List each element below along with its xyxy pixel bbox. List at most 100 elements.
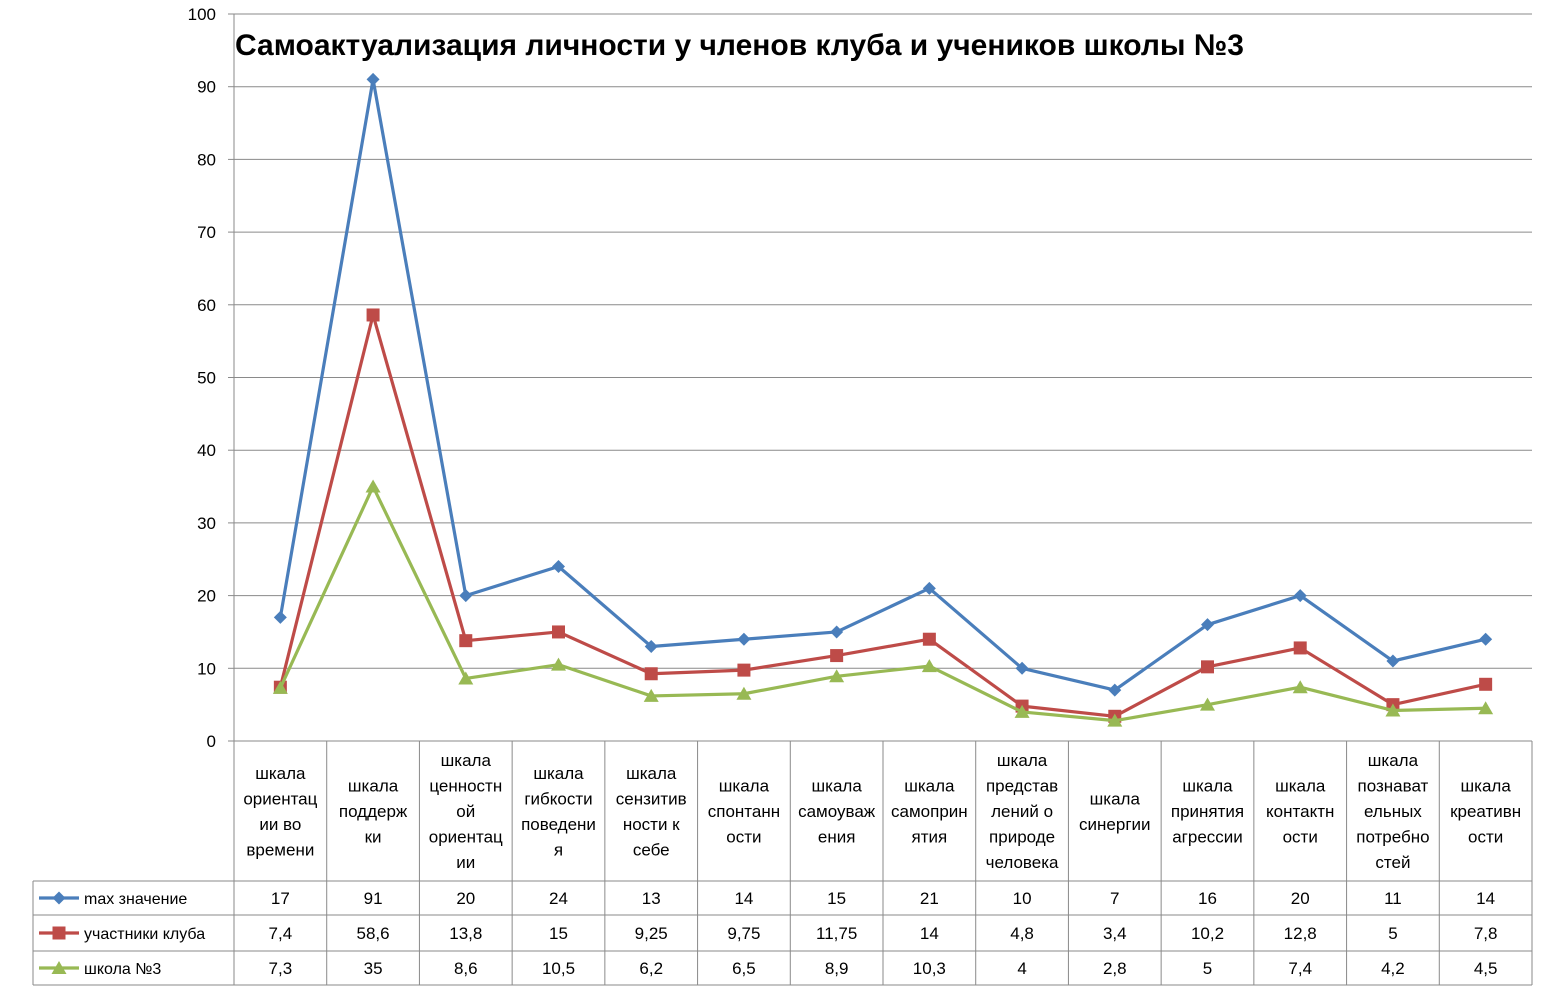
series-line xyxy=(278,484,1486,723)
table-cell-value: 14 xyxy=(734,889,753,908)
category-label: шкала самоуваж ения xyxy=(798,777,876,847)
category-label: шкала ориентац ии во времени xyxy=(243,764,317,860)
table-cell-value: 4 xyxy=(1017,959,1026,978)
data-point xyxy=(551,657,566,671)
data-point xyxy=(922,632,936,646)
category-label: шкала принятия агрессии xyxy=(1171,777,1244,847)
table-cell-value: 58,6 xyxy=(357,924,390,943)
data-point xyxy=(1478,701,1494,715)
data-point xyxy=(1479,632,1493,646)
data-point xyxy=(736,686,752,700)
table-cell-value: 7,4 xyxy=(269,924,293,943)
table-cell-value: 10,3 xyxy=(913,959,946,978)
table-cell-value: 13 xyxy=(642,889,661,908)
table-cell-value: 15 xyxy=(827,889,846,908)
y-tick-label: 70 xyxy=(197,223,216,242)
category-label: шкала представ лений о природе человека xyxy=(986,751,1059,872)
category-label: шкала ценностн ой ориентац ии xyxy=(429,751,503,872)
legend-key-marker xyxy=(52,926,66,940)
y-tick-label: 0 xyxy=(207,732,216,751)
legend-label: школа №3 xyxy=(84,961,161,978)
data-point xyxy=(1386,654,1400,668)
table-cell-value: 7 xyxy=(1110,889,1119,908)
y-tick-label: 40 xyxy=(197,441,216,460)
legend-label: max значение xyxy=(84,891,187,908)
table-cell-value: 21 xyxy=(920,889,939,908)
y-axis-ticks: 0 10 20 30 40 50 60 70 80 90 100 xyxy=(188,5,235,751)
table-cell-value: 8,6 xyxy=(454,959,478,978)
data-point xyxy=(830,625,844,639)
data-point xyxy=(737,663,751,677)
table-cell-value: 91 xyxy=(364,889,383,908)
legend-key-marker xyxy=(52,891,66,905)
table-cell-value: 14 xyxy=(1476,889,1495,908)
series-line xyxy=(278,313,1486,718)
data-point xyxy=(366,308,380,322)
category-label: шкала синергии xyxy=(1079,789,1151,834)
table-cell-value: 7,8 xyxy=(1474,924,1498,943)
data-point xyxy=(1201,618,1214,632)
legend-key-marker xyxy=(51,961,67,974)
data-point xyxy=(829,669,845,683)
data-point xyxy=(643,688,659,702)
table-cell-value: 20 xyxy=(456,889,475,908)
table-cell-value: 12,8 xyxy=(1284,924,1317,943)
data-point xyxy=(366,72,380,86)
data-point xyxy=(921,659,937,673)
data-table: шкала ориентац ии во времени шкала поддерж ки ш… xyxy=(32,740,1533,986)
data-point xyxy=(922,581,936,595)
legend-label: участники клуба xyxy=(84,926,205,943)
table-cell-value: 7,3 xyxy=(269,959,293,978)
data-point xyxy=(644,639,658,653)
y-tick-label: 60 xyxy=(197,296,216,315)
table-cell-value: 10,5 xyxy=(542,959,575,978)
y-tick-label: 100 xyxy=(188,5,216,24)
data-point xyxy=(1201,660,1214,674)
table-cell-value: 20 xyxy=(1291,889,1310,908)
data-point xyxy=(1015,661,1029,675)
data-point xyxy=(1107,713,1123,727)
data-point xyxy=(1108,683,1122,697)
table-cell-value: 9,25 xyxy=(635,924,668,943)
gridlines xyxy=(234,13,1532,669)
category-label: шкала контактн ости xyxy=(1266,777,1334,847)
table-cell-value: 17 xyxy=(271,889,290,908)
data-point xyxy=(1293,589,1307,603)
series-3 xyxy=(272,479,1494,727)
data-point xyxy=(458,671,474,685)
data-point xyxy=(365,479,381,493)
data-point xyxy=(1200,697,1215,711)
data-point xyxy=(459,589,473,603)
category-label: шкала гибкости поведени я xyxy=(521,764,596,860)
series-lines xyxy=(272,72,1494,727)
table-cell-value: 4,5 xyxy=(1474,959,1498,978)
data-point xyxy=(1385,703,1401,717)
category-label: шкала самоприн ятия xyxy=(891,777,968,847)
table-cell-value: 3,4 xyxy=(1103,924,1127,943)
data-point xyxy=(737,632,751,646)
category-label: шкала познават ельных потребно стей xyxy=(1356,751,1429,872)
y-tick-label: 90 xyxy=(197,78,216,97)
data-point xyxy=(1293,641,1307,655)
table-cell-value: 11 xyxy=(1384,889,1402,908)
category-label: шкала поддерж ки xyxy=(339,777,408,847)
table-cell-value: 10 xyxy=(1013,889,1032,908)
y-tick-label: 50 xyxy=(197,369,216,388)
table-cell-value: 6,2 xyxy=(639,959,663,978)
category-label: шкала спонтанн ости xyxy=(708,777,780,847)
table-cell-value: 16 xyxy=(1198,889,1217,908)
data-point xyxy=(1292,680,1308,694)
data-point xyxy=(552,625,565,639)
data-point xyxy=(644,667,658,681)
data-point xyxy=(272,680,288,694)
data-point xyxy=(273,610,287,624)
table-cell-value: 11,75 xyxy=(816,924,857,943)
table-cell-value: 9,75 xyxy=(727,924,760,943)
y-tick-label: 10 xyxy=(197,659,216,678)
table-cell-value: 35 xyxy=(364,959,383,978)
data-point xyxy=(459,634,473,648)
table-cell-value: 13,8 xyxy=(449,924,482,943)
table-cell-value: 5 xyxy=(1203,959,1212,978)
table-cell-value: 4,8 xyxy=(1010,924,1034,943)
